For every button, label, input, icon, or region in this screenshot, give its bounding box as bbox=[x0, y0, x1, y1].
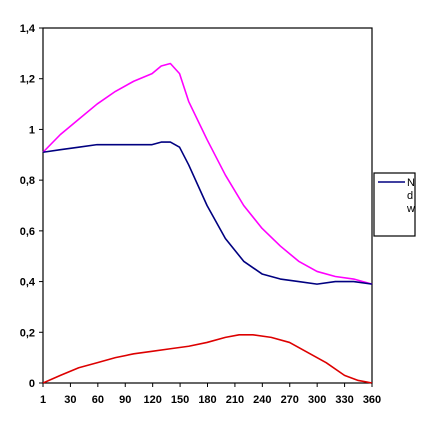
y-tick-label: 0,8 bbox=[20, 175, 35, 187]
x-tick-label: 60 bbox=[92, 394, 104, 406]
x-tick-label: 30 bbox=[64, 394, 76, 406]
x-tick-label: 150 bbox=[171, 394, 189, 406]
series-line-2 bbox=[42, 141, 373, 285]
x-tick-label: 120 bbox=[143, 394, 161, 406]
y-tick-label: 0,4 bbox=[20, 277, 36, 289]
x-tick-label: 270 bbox=[281, 394, 299, 406]
legend-box bbox=[373, 172, 416, 237]
series-line-1 bbox=[42, 62, 373, 285]
y-tick-label: 0,6 bbox=[20, 226, 35, 238]
x-tick-label: 300 bbox=[308, 394, 326, 406]
x-tick-label: 210 bbox=[226, 394, 244, 406]
y-tick-label: 0,2 bbox=[20, 327, 35, 339]
x-tick-label: 240 bbox=[253, 394, 271, 406]
y-tick-label: 0 bbox=[29, 378, 35, 390]
series-layer bbox=[42, 62, 373, 384]
x-tick-label: 180 bbox=[198, 394, 216, 406]
x-tick-label: 330 bbox=[335, 394, 353, 406]
series-line-3 bbox=[42, 334, 373, 384]
x-tick-label: 90 bbox=[119, 394, 131, 406]
x-tick-label: 1 bbox=[40, 394, 46, 406]
legend: Ndw bbox=[373, 172, 416, 237]
legend-label: w bbox=[406, 203, 415, 215]
x-tick-label: 360 bbox=[363, 394, 381, 406]
y-tick-label: 1,2 bbox=[20, 74, 35, 86]
y-tick-label: 1,4 bbox=[20, 23, 36, 35]
legend-label: d bbox=[407, 190, 413, 202]
axes-layer: 0 0,2 0,4 0,6 0,8 1 1,2 1,4 1 30 60 90 120 150 180 210 2… bbox=[20, 23, 381, 406]
y-tick-label: 1 bbox=[29, 124, 35, 136]
legend-label: N bbox=[407, 177, 415, 189]
